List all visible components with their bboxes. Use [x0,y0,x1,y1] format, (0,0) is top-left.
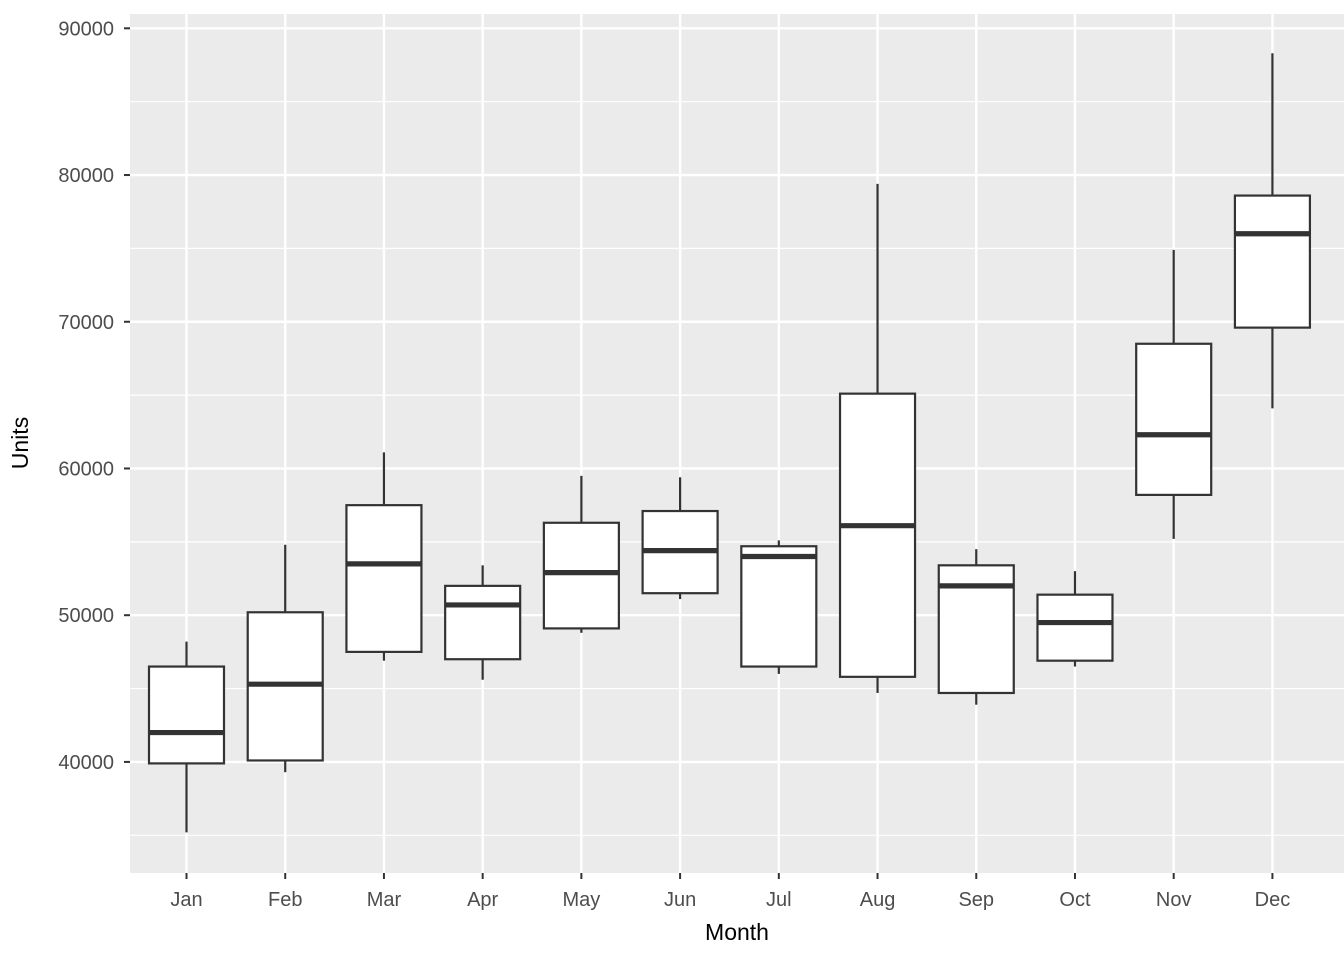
iqr-box-mar [345,504,423,653]
x-tick-label-jan: Jan [170,889,202,911]
iqr-box-aug [838,392,917,678]
boxplot-jul [740,540,818,674]
x-tick-label-mar: Mar [367,889,402,911]
boxplot-nov [1135,249,1213,539]
boxplot-sep [937,549,1015,705]
x-tick-label-jul: Jul [766,889,792,911]
boxplot-may [542,475,620,633]
iqr-box-dec [1233,194,1312,329]
x-tick-label-nov: Nov [1156,889,1192,911]
y-tick-label-40000: 40000 [58,752,114,774]
y-tick-label-90000: 90000 [58,18,114,40]
x-axis-title: Month [705,919,769,945]
boxplot-dec [1233,53,1312,409]
x-tick-label-feb: Feb [268,889,302,911]
y-tick-label-50000: 50000 [58,605,114,627]
x-tick-label-aug: Aug [860,889,896,911]
iqr-box-apr [444,584,522,661]
y-tick-label-80000: 80000 [58,165,114,187]
boxplot-aug [838,183,917,693]
iqr-box-jan [147,665,226,765]
iqr-box-oct [1036,593,1114,662]
boxplot-mar [345,452,423,661]
iqr-box-jul [740,545,818,668]
boxplot-jan [147,641,226,833]
y-tick-label-70000: 70000 [58,312,114,334]
boxplot-oct [1036,571,1114,667]
y-axis-title: Units [7,417,33,469]
grid-layer [130,14,1344,873]
x-tick-label-jun: Jun [664,889,696,911]
boxplot-apr [444,565,522,680]
iqr-box-may [542,521,620,630]
y-tick-label-60000: 60000 [58,458,114,480]
x-tick-label-dec: Dec [1255,889,1291,911]
boxplot-jun [641,477,719,600]
box-layer [147,53,1312,833]
x-tick-label-sep: Sep [958,889,994,911]
axis-layer: 40000 50000 60000 70000 80000 90000 Jan Feb Mar A… [58,18,1290,911]
x-tick-label-may: May [562,889,600,911]
x-tick-label-apr: Apr [467,889,498,911]
x-tick-label-oct: Oct [1059,889,1091,911]
boxplot-feb [246,544,324,773]
iqr-box-nov [1135,342,1213,496]
